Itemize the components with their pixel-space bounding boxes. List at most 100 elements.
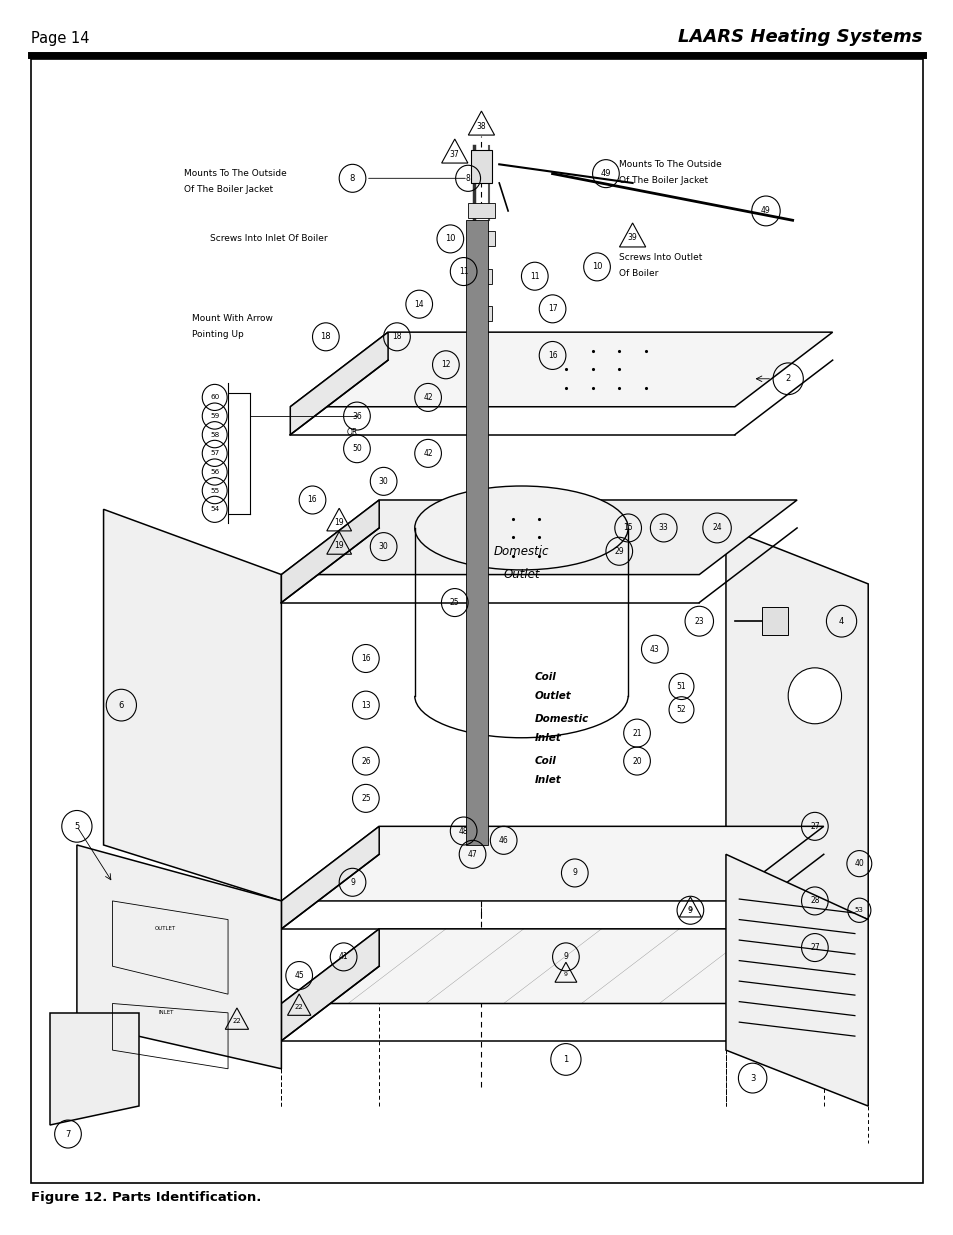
Polygon shape bbox=[281, 826, 378, 929]
Text: 3: 3 bbox=[749, 1073, 755, 1083]
Text: Inlet: Inlet bbox=[535, 732, 561, 742]
Text: 25: 25 bbox=[360, 794, 371, 803]
Text: 8: 8 bbox=[465, 174, 470, 183]
Text: 26: 26 bbox=[360, 757, 371, 766]
Text: 15: 15 bbox=[622, 524, 632, 532]
Text: 10: 10 bbox=[591, 262, 601, 272]
Text: Inlet: Inlet bbox=[535, 774, 561, 784]
Text: 41: 41 bbox=[338, 952, 348, 961]
Text: Page 14: Page 14 bbox=[31, 31, 90, 46]
Text: 8: 8 bbox=[350, 174, 355, 183]
Text: 59: 59 bbox=[210, 412, 219, 419]
Text: Mount With Arrow: Mount With Arrow bbox=[193, 314, 274, 322]
Text: 23: 23 bbox=[694, 616, 703, 626]
Text: 57: 57 bbox=[210, 451, 219, 457]
Text: 25: 25 bbox=[450, 598, 459, 608]
Text: 29: 29 bbox=[614, 547, 623, 556]
Text: 60: 60 bbox=[210, 394, 219, 400]
Text: 9: 9 bbox=[350, 878, 355, 887]
Text: 18: 18 bbox=[320, 332, 331, 341]
Text: 6: 6 bbox=[118, 700, 124, 710]
Text: 7: 7 bbox=[65, 1130, 71, 1139]
Bar bbox=[468, 231, 495, 246]
Text: INLET: INLET bbox=[158, 1010, 173, 1015]
Text: Coil: Coil bbox=[535, 756, 556, 766]
Text: OR: OR bbox=[347, 429, 357, 437]
Text: 10: 10 bbox=[445, 235, 456, 243]
Text: 40: 40 bbox=[854, 860, 863, 868]
Text: 9: 9 bbox=[572, 868, 577, 877]
Text: Mounts To The Outside: Mounts To The Outside bbox=[618, 159, 721, 169]
Text: 42: 42 bbox=[423, 393, 433, 401]
Text: 16: 16 bbox=[547, 351, 557, 359]
Text: 11: 11 bbox=[530, 272, 539, 280]
Polygon shape bbox=[77, 845, 281, 1068]
Bar bbox=[470, 306, 492, 321]
Text: LAARS Heating Systems: LAARS Heating Systems bbox=[678, 27, 922, 46]
Text: 52: 52 bbox=[676, 705, 685, 714]
Text: 58: 58 bbox=[210, 432, 219, 437]
Text: 9: 9 bbox=[687, 905, 692, 915]
Text: 9: 9 bbox=[563, 952, 568, 961]
Text: Of Boiler: Of Boiler bbox=[618, 269, 658, 278]
Bar bbox=[466, 220, 487, 845]
Text: 43: 43 bbox=[649, 645, 659, 653]
Text: 20: 20 bbox=[632, 757, 641, 766]
Text: 19: 19 bbox=[334, 541, 344, 550]
Polygon shape bbox=[290, 332, 832, 406]
Ellipse shape bbox=[415, 487, 627, 569]
Text: 33: 33 bbox=[659, 524, 668, 532]
Text: 21: 21 bbox=[632, 729, 641, 737]
Text: 22: 22 bbox=[294, 1004, 303, 1010]
Text: 47: 47 bbox=[467, 850, 476, 858]
Polygon shape bbox=[290, 332, 388, 435]
Text: Domestic: Domestic bbox=[494, 545, 549, 558]
Text: Outlet: Outlet bbox=[502, 568, 539, 582]
Text: 11: 11 bbox=[458, 267, 468, 277]
Text: 42: 42 bbox=[423, 448, 433, 458]
Polygon shape bbox=[104, 509, 281, 902]
Text: Figure 12. Parts Identification.: Figure 12. Parts Identification. bbox=[31, 1192, 261, 1204]
Text: 17: 17 bbox=[547, 304, 557, 314]
Text: 12: 12 bbox=[440, 361, 450, 369]
Text: 49: 49 bbox=[760, 206, 770, 215]
Text: 49: 49 bbox=[600, 169, 611, 178]
Polygon shape bbox=[725, 855, 867, 1107]
Text: 38: 38 bbox=[476, 121, 486, 131]
Polygon shape bbox=[281, 929, 378, 1041]
Text: 30: 30 bbox=[378, 542, 388, 551]
Text: OUTLET: OUTLET bbox=[155, 926, 176, 931]
Text: Outlet: Outlet bbox=[535, 690, 571, 700]
Text: Of The Boiler Jacket: Of The Boiler Jacket bbox=[183, 185, 273, 194]
Text: 51: 51 bbox=[676, 682, 685, 690]
Text: 36: 36 bbox=[352, 411, 361, 421]
Text: 13: 13 bbox=[360, 700, 371, 710]
Text: Coil: Coil bbox=[535, 672, 556, 682]
Text: 37: 37 bbox=[450, 149, 459, 158]
Text: 50: 50 bbox=[352, 445, 361, 453]
Text: 18: 18 bbox=[392, 332, 401, 341]
Polygon shape bbox=[281, 500, 378, 603]
Text: 22: 22 bbox=[233, 1018, 241, 1024]
Text: 54: 54 bbox=[210, 506, 219, 513]
Text: Screws Into Outlet: Screws Into Outlet bbox=[618, 253, 702, 262]
Text: 19: 19 bbox=[334, 517, 344, 527]
Polygon shape bbox=[281, 929, 822, 1004]
Text: 27: 27 bbox=[809, 944, 819, 952]
Bar bbox=[468, 204, 495, 219]
Text: 2: 2 bbox=[784, 374, 790, 383]
Text: Domestic: Domestic bbox=[535, 714, 588, 724]
Text: 39: 39 bbox=[627, 233, 637, 242]
Bar bbox=[470, 269, 492, 284]
Text: Mounts To The Outside: Mounts To The Outside bbox=[183, 169, 286, 178]
Text: 9: 9 bbox=[688, 906, 692, 911]
Polygon shape bbox=[51, 1013, 139, 1125]
Text: 24: 24 bbox=[712, 524, 721, 532]
Polygon shape bbox=[281, 500, 797, 574]
Text: 1: 1 bbox=[562, 1055, 568, 1063]
Polygon shape bbox=[725, 527, 867, 920]
Bar bbox=[760, 608, 787, 635]
Text: 16: 16 bbox=[360, 655, 371, 663]
Circle shape bbox=[787, 668, 841, 724]
Text: 27: 27 bbox=[809, 821, 819, 831]
